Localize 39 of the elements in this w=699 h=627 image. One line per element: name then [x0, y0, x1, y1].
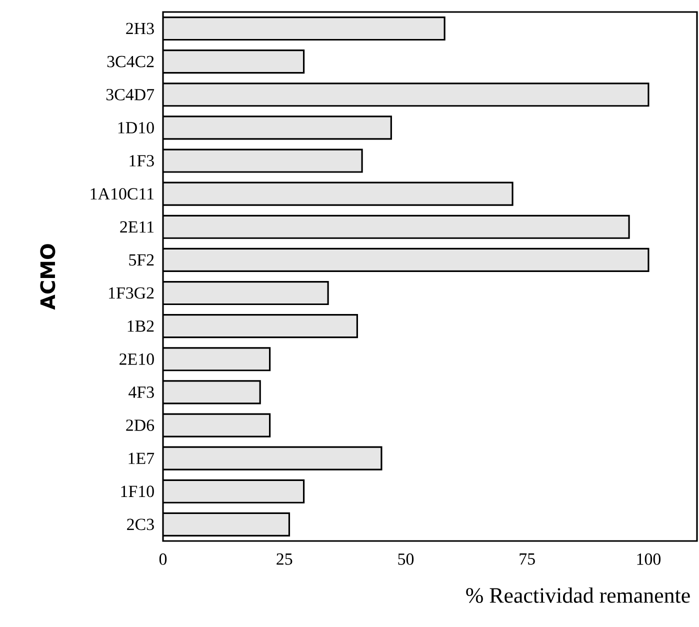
- bar: [163, 148, 363, 173]
- bar: [163, 16, 446, 41]
- y-axis-title: ACMO: [40, 244, 56, 310]
- x-tick-label: 75: [520, 553, 535, 565]
- bar: [163, 182, 514, 206]
- y-tick-label: 1A10C11: [90, 188, 154, 200]
- y-tick-label: 1F10: [121, 486, 154, 498]
- bar: [163, 347, 271, 372]
- x-tick-label: 0: [159, 553, 167, 565]
- y-tick-label: 1F3: [130, 155, 154, 166]
- y-tick-label: 2E10: [120, 353, 154, 365]
- y-tick-label: 2H3: [126, 22, 154, 34]
- y-tick-label: 1B2: [128, 320, 154, 332]
- y-tick-label: 1D10: [118, 122, 154, 134]
- bar: [163, 479, 305, 504]
- y-tick-label: 2E11: [120, 221, 154, 233]
- bar: [163, 446, 382, 470]
- y-tick-label: 1E7: [128, 452, 154, 464]
- bar: [163, 116, 392, 140]
- y-tick-label: 1F3G2: [108, 287, 154, 299]
- y-tick-label: 3C4C2: [107, 56, 154, 68]
- bar: [163, 50, 305, 74]
- bar: [163, 214, 630, 239]
- y-tick-label: 3C4D7: [106, 88, 154, 100]
- bar: [163, 280, 329, 306]
- bar: [163, 413, 271, 438]
- bar: [163, 314, 358, 338]
- x-tick-label: 50: [398, 553, 414, 565]
- bar: [163, 512, 290, 536]
- y-tick-label: 4F3: [128, 386, 154, 398]
- y-tick-label: 2D6: [126, 420, 154, 431]
- bar: [163, 82, 650, 107]
- y-tick-label: 5F2: [129, 254, 154, 266]
- x-tick-label: 100: [637, 553, 661, 565]
- bar: [163, 248, 650, 272]
- x-tick-label: 25: [276, 553, 292, 565]
- y-tick-label: 2C3: [127, 518, 154, 530]
- x-axis-title: % Reactividad remanente: [466, 587, 690, 603]
- bar: [163, 380, 261, 404]
